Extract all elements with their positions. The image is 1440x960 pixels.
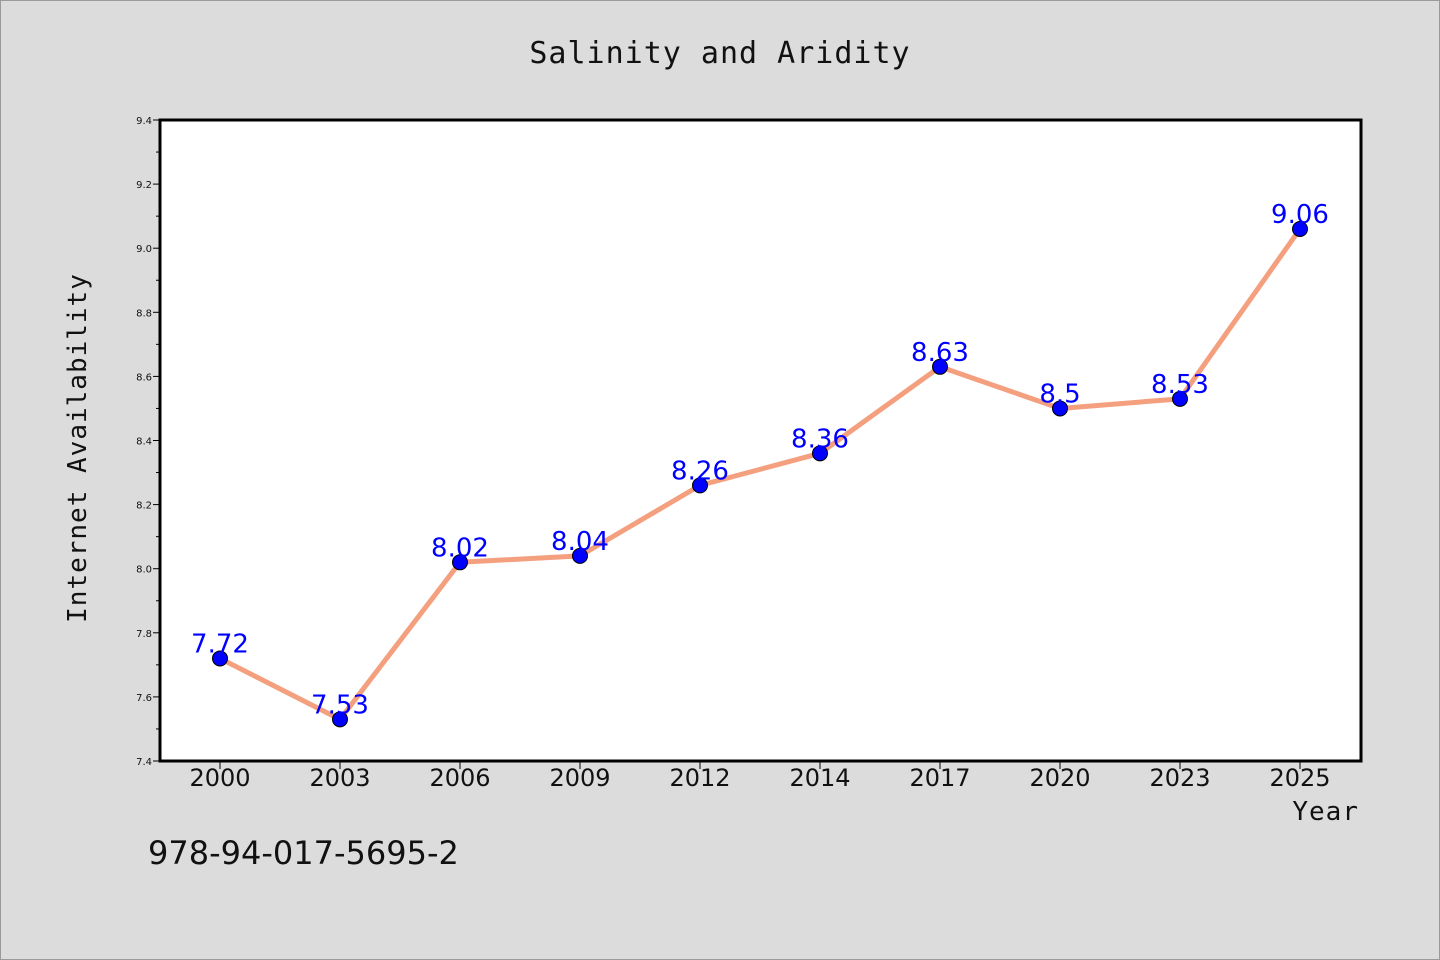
y-axis-label: Internet Availability [63, 273, 93, 623]
y-tick-label: 7.6 [136, 693, 152, 704]
y-tick-label: 8.6 [136, 372, 152, 383]
data-point [1052, 400, 1068, 417]
data-label: 8.02 [431, 533, 489, 563]
series-line [217, 226, 1303, 722]
x-tick-label: 2009 [549, 764, 610, 792]
y-tick-label: 7.4 [136, 757, 152, 768]
x-tick-label: 2020 [1029, 764, 1090, 792]
data-point [332, 711, 348, 728]
data-point [692, 477, 708, 494]
x-tick-label: 2006 [429, 764, 490, 792]
series-layer: 7.72 7.53 8.02 8.04 8.26 8.36 8.63 8.5 8.53 9.06 [191, 200, 1329, 728]
x-tick-label: 2012 [669, 764, 730, 792]
data-label: 8.5 [1039, 379, 1080, 409]
y-tick-label: 8.8 [136, 308, 152, 319]
x-tick-label: 2003 [309, 764, 370, 792]
x-tick-label: 2000 [189, 764, 250, 792]
y-tick-label: 7.8 [136, 629, 152, 640]
plot-area [158, 118, 1363, 763]
x-tick-label: 2025 [1269, 764, 1330, 792]
y-tick-label: 9.0 [136, 244, 152, 255]
y-tick-label: 8.0 [136, 565, 152, 576]
data-label: 8.53 [1151, 370, 1209, 400]
data-label: 8.04 [551, 527, 609, 557]
data-label: 8.63 [911, 338, 969, 368]
x-tick-label: 2017 [909, 764, 970, 792]
data-point [1292, 220, 1308, 237]
data-point [1172, 390, 1188, 407]
x-axis: 2000 2003 2006 2009 2012 2014 2017 2020 2023 2025 [189, 761, 1331, 792]
data-point [932, 358, 948, 375]
x-tick-label: 2014 [789, 764, 850, 792]
data-point [212, 650, 228, 667]
y-axis: 7.4 7.6 7.8 8.0 8.2 8.4 8.6 8.8 9.0 9.2 9.4 [136, 116, 160, 768]
y-tick-label: 8.2 [136, 501, 152, 512]
y-tick-label: 9.2 [136, 180, 152, 191]
x-tick-label: 2023 [1149, 764, 1210, 792]
data-label: 9.06 [1271, 200, 1329, 230]
data-point [452, 554, 468, 571]
chart-title: Salinity and Aridity [529, 36, 910, 71]
data-label: 7.53 [311, 690, 369, 720]
y-tick-label: 9.4 [136, 116, 152, 127]
data-label: 8.36 [791, 424, 849, 454]
y-tick-label: 8.4 [136, 437, 152, 448]
x-axis-label: Year [1292, 797, 1359, 827]
data-point [812, 445, 828, 462]
data-label: 7.72 [191, 629, 249, 659]
data-point [572, 547, 588, 564]
isbn-annotation: 978-94-017-5695-2 [148, 834, 459, 872]
data-label: 8.26 [671, 456, 729, 486]
